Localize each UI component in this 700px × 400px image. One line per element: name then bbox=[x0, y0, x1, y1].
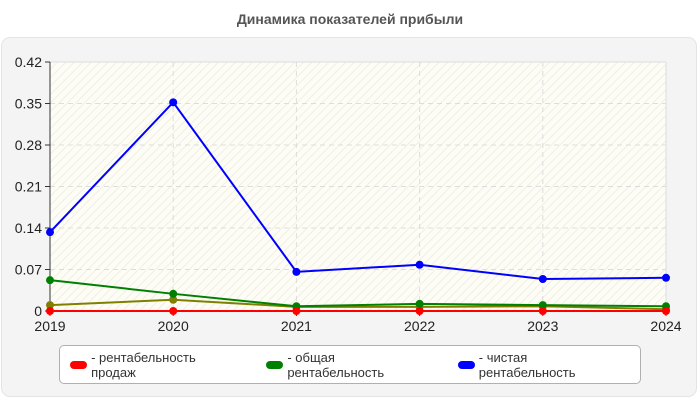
y-tick-label: 0.35 bbox=[15, 96, 42, 112]
data-point[interactable] bbox=[46, 301, 54, 310]
data-point[interactable] bbox=[662, 307, 670, 315]
series-line bbox=[49, 100, 667, 280]
x-tick-label: 2020 bbox=[158, 318, 189, 334]
legend-item-net[interactable]: - чистая рентабельность bbox=[457, 349, 620, 380]
y-tick-label: 0.42 bbox=[15, 54, 42, 70]
x-tick-label: 2024 bbox=[650, 318, 681, 334]
legend: - рентабельность продаж - общая рентабел… bbox=[59, 345, 641, 384]
data-point[interactable] bbox=[46, 276, 54, 285]
data-point[interactable] bbox=[292, 307, 301, 315]
legend-item-total[interactable]: - общая рентабельность bbox=[266, 350, 427, 380]
data-point[interactable] bbox=[169, 295, 178, 304]
series-line bbox=[49, 279, 667, 308]
y-tick-label: 0.28 bbox=[15, 137, 42, 153]
axes: 0 0.07 0.14 0.21 0.28 0.35 0.42 2019 2020 2021 202… bbox=[15, 54, 682, 334]
y-tick-label: 0.21 bbox=[15, 179, 42, 195]
data-point[interactable] bbox=[415, 299, 424, 308]
legend-swatch-green bbox=[266, 360, 284, 369]
x-tick-label: 2022 bbox=[404, 318, 435, 334]
chart-title: Динамика показателей прибыли bbox=[236, 11, 464, 27]
data-point[interactable] bbox=[538, 301, 547, 310]
data-point[interactable] bbox=[415, 260, 424, 269]
data-point[interactable] bbox=[169, 307, 178, 315]
data-point[interactable] bbox=[46, 228, 54, 237]
data-point[interactable] bbox=[538, 274, 547, 283]
data-point[interactable] bbox=[46, 307, 54, 315]
y-tick-label: 0.14 bbox=[15, 220, 42, 236]
legend-label: - общая рентабельность bbox=[287, 349, 385, 380]
legend-item-sales[interactable]: - рентабельность продаж bbox=[70, 350, 236, 380]
grid-lines bbox=[50, 61, 666, 311]
series-line bbox=[49, 298, 667, 311]
y-tick-label: 0 bbox=[34, 303, 42, 319]
series-lines bbox=[46, 98, 670, 315]
x-tick-label: 2019 bbox=[34, 318, 65, 334]
x-tick-label: 2023 bbox=[527, 318, 558, 334]
data-point[interactable] bbox=[169, 289, 178, 298]
y-tick-label: 0.07 bbox=[15, 262, 42, 278]
data-point[interactable] bbox=[415, 307, 424, 315]
legend-label: - рентабельность продаж bbox=[91, 349, 196, 380]
legend-swatch-blue bbox=[457, 360, 475, 369]
data-point[interactable] bbox=[662, 273, 670, 282]
legend-swatch-red bbox=[70, 360, 88, 369]
legend-label: - чистая рентабельность bbox=[478, 349, 576, 380]
data-point[interactable] bbox=[538, 307, 547, 315]
data-point[interactable] bbox=[292, 267, 301, 276]
data-point[interactable] bbox=[169, 98, 178, 107]
x-tick-label: 2021 bbox=[281, 318, 312, 334]
